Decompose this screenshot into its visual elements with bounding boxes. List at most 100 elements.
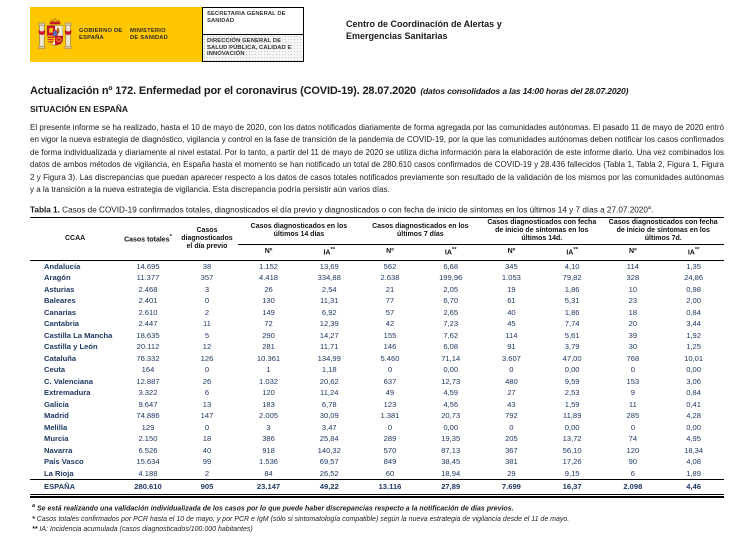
value-cell: 18,34 — [684, 445, 704, 455]
header-row-groups: CCAA Casos totales* Casos diagnosticados… — [30, 217, 724, 261]
value-cell: 2.638 — [380, 273, 400, 282]
value-cell: 4.188 — [120, 467, 176, 480]
value-cell: 1,18 — [321, 365, 337, 374]
value-cell: 3,06 — [686, 376, 701, 386]
value-cell: 61 — [507, 296, 516, 305]
group-header-sintomas-14d: Casos diagnosticados con fecha de inicio… — [481, 217, 603, 246]
value-cell: 0,00 — [443, 365, 459, 374]
value-cell: 9,15 — [541, 467, 603, 480]
value-cell: 9,59 — [564, 376, 580, 386]
value-cell: 7.699 — [481, 479, 542, 495]
value-cell: 0,00 — [686, 365, 701, 374]
value-cell: 6,68 — [443, 261, 459, 271]
value-cell: 11,24 — [320, 388, 339, 397]
group-header-sintomas-7d: Casos diagnosticados con fecha de inicio… — [602, 217, 724, 246]
direccion-box: DIRECCIÓN GENERAL DE SALUD PÚBLICA, CALI… — [202, 35, 304, 62]
region-name: Andalucía — [44, 261, 81, 271]
value-cell: 20.112 — [136, 342, 160, 351]
value-cell: 74 — [628, 434, 638, 443]
region-name: Galicia — [44, 399, 69, 409]
value-cell: 3,47 — [321, 422, 337, 432]
value-cell: 4,56 — [443, 399, 459, 409]
value-cell: 0,00 — [443, 422, 459, 432]
value-cell: 3,44 — [686, 319, 701, 328]
value-cell: 12.887 — [136, 376, 160, 386]
value-cell: 26 — [202, 376, 212, 386]
value-cell: 2.098 — [602, 479, 664, 495]
value-cell: 40 — [507, 307, 516, 317]
table-row: Baleares 2.401 0 130 11,31 77 6,70 61 5,31 23 2,00 — [30, 295, 724, 307]
value-cell: 130 — [262, 296, 275, 305]
value-cell: 11.377 — [136, 273, 160, 282]
sub-header-n: Nº — [602, 244, 664, 261]
value-cell: 114 — [626, 261, 639, 271]
value-cell: 2,05 — [443, 284, 459, 294]
region-name: Castilla La Mancha — [44, 330, 113, 340]
value-cell: 2.150 — [138, 434, 158, 443]
region-name: Castilla y León — [44, 342, 98, 351]
value-cell: 24,86 — [684, 273, 704, 282]
value-cell: 71,14 — [441, 353, 461, 363]
value-cell: 918 — [262, 445, 275, 455]
footnote: a Se está realizando una validación indi… — [32, 503, 514, 513]
value-cell: 27 — [507, 388, 516, 397]
table-row: Cataluña 76.332 126 10.361 134,99 5.460 71,14 3… — [30, 353, 724, 365]
table-row: Cantabria 2.447 11 72 12,39 42 7,23 45 7,74 20 3,4… — [30, 318, 724, 330]
value-cell: 20,73 — [441, 411, 461, 420]
value-cell: 18,94 — [420, 467, 482, 480]
region-name: Extremadura — [44, 388, 91, 397]
value-cell: 205 — [505, 434, 518, 443]
value-cell: 90 — [628, 457, 638, 466]
value-cell: 6,08 — [443, 342, 459, 351]
region-name: Murcia — [44, 434, 69, 443]
value-cell: 6 — [602, 467, 664, 480]
value-cell: 99 — [202, 457, 212, 466]
footnote-marker: a — [32, 503, 36, 509]
value-cell: 289 — [383, 434, 397, 443]
value-cell: 0,98 — [686, 284, 701, 294]
value-cell: 0 — [509, 365, 514, 374]
value-cell: 1,25 — [686, 342, 701, 351]
value-cell: 129 — [141, 422, 155, 432]
value-cell: 3,79 — [564, 342, 580, 351]
value-cell: 123 — [383, 399, 397, 409]
value-cell: 199,96 — [439, 273, 463, 282]
value-cell: 79,82 — [562, 273, 582, 282]
table-row: Castilla y León 20.112 12 281 11,71 146 6,08 91… — [30, 341, 724, 353]
value-cell: 9 — [630, 388, 635, 397]
value-cell: 381 — [505, 457, 518, 466]
value-cell: 14,27 — [319, 330, 339, 340]
region-name: País Vasco — [44, 457, 84, 466]
value-cell: 0,41 — [686, 399, 701, 409]
value-cell: 43 — [507, 399, 516, 409]
value-cell: 2 — [175, 467, 239, 480]
value-cell: 480 — [505, 376, 518, 386]
value-cell: 1 — [266, 365, 271, 374]
group-header-ultimos-7-dias: Casos diagnosticados en los últimos 7 dí… — [359, 217, 482, 246]
table-row: País Vasco 15.634 99 1.536 69,57 849 38,45 381 1… — [30, 456, 724, 468]
value-cell: 0,00 — [564, 422, 580, 432]
value-cell: 849 — [383, 457, 397, 466]
total-row: ESPAÑA 280.610 905 23.147 49,22 13.116 27,89 7.… — [30, 479, 724, 495]
table-row: Murcia 2.150 18 386 25,84 289 19,35 205 13,72 74 4… — [30, 433, 724, 445]
value-cell: 87,13 — [441, 445, 461, 455]
table-caption: Tabla 1. Casos de COVID-19 confirmados t… — [30, 205, 654, 216]
sub-header-n: Nº — [359, 244, 421, 261]
value-cell: 120 — [262, 388, 275, 397]
sub-header-ia: IA** — [420, 244, 482, 261]
value-cell: 7,23 — [443, 319, 459, 328]
table-row: Galicia 9.647 13 183 6,78 123 4,56 43 1,59 11 0,41 — [30, 399, 724, 411]
value-cell: 2.005 — [259, 411, 279, 420]
footnote-marker: * — [32, 515, 35, 523]
table-row: Extremadura 3.322 6 120 11,24 49 4,59 27 2,53 9 0,… — [30, 387, 724, 399]
value-cell: 10.361 — [256, 353, 281, 363]
value-cell: 18 — [202, 434, 212, 443]
value-cell: 357 — [200, 273, 214, 282]
region-name: Ceuta — [44, 365, 66, 374]
value-cell: 147 — [200, 411, 214, 420]
col-header-dia-previo: Casos diagnosticados el día previo — [175, 217, 239, 261]
value-cell: 29 — [481, 467, 542, 480]
table-row: Melilla 129 0 3 3,47 0 0,00 0 0,00 0 0,00 — [30, 422, 724, 434]
value-cell: 2 — [204, 307, 210, 317]
